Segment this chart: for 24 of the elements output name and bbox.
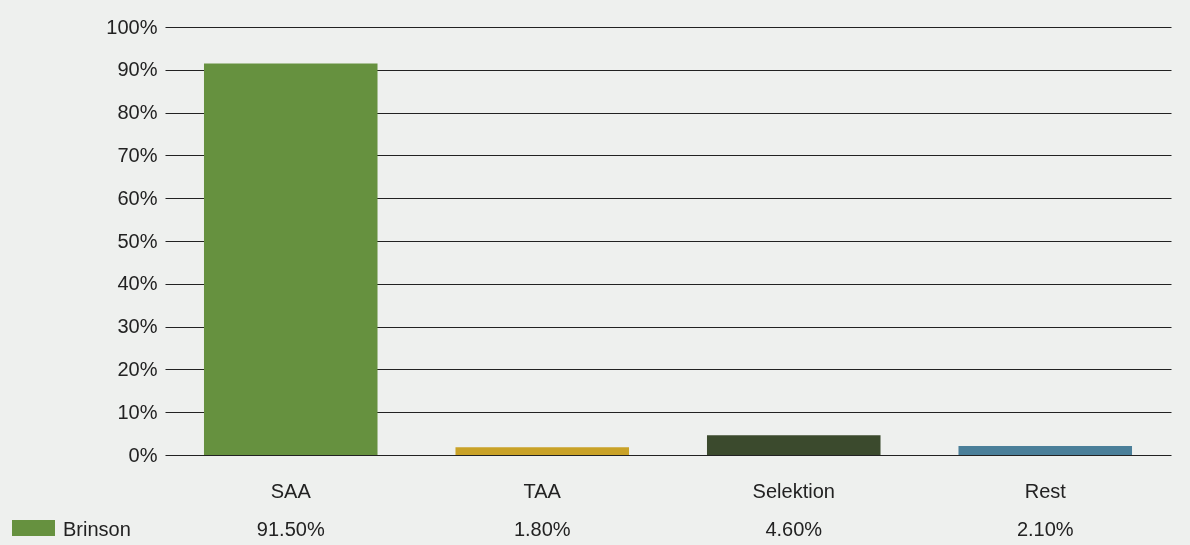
y-tick-label: 0% <box>128 443 158 466</box>
bar <box>706 435 881 455</box>
y-tick-label: 100% <box>106 15 158 38</box>
y-tick-label: 60% <box>117 186 158 209</box>
y-tick-label: 80% <box>117 101 158 124</box>
y-tick-label: 90% <box>117 58 158 81</box>
x-tick-label: Selektion <box>752 479 835 502</box>
y-tick-label: 70% <box>117 143 158 166</box>
legend-label: Brinson <box>63 518 131 540</box>
data-label: 91.50% <box>256 518 325 540</box>
x-tick-label: TAA <box>523 479 562 502</box>
bar <box>958 446 1133 455</box>
bar <box>203 63 378 455</box>
data-label: 2.10% <box>1016 518 1074 540</box>
data-label: 1.80% <box>513 518 571 540</box>
x-tick-label: Rest <box>1024 479 1067 502</box>
data-label: 4.60% <box>765 518 823 540</box>
y-tick-label: 10% <box>117 400 158 423</box>
y-tick-label: 20% <box>117 357 158 380</box>
y-tick-label: 30% <box>117 315 158 338</box>
x-tick-label: SAA <box>270 479 312 502</box>
bar <box>455 447 630 455</box>
y-tick-label: 50% <box>117 229 158 252</box>
y-tick-label: 40% <box>117 272 158 295</box>
